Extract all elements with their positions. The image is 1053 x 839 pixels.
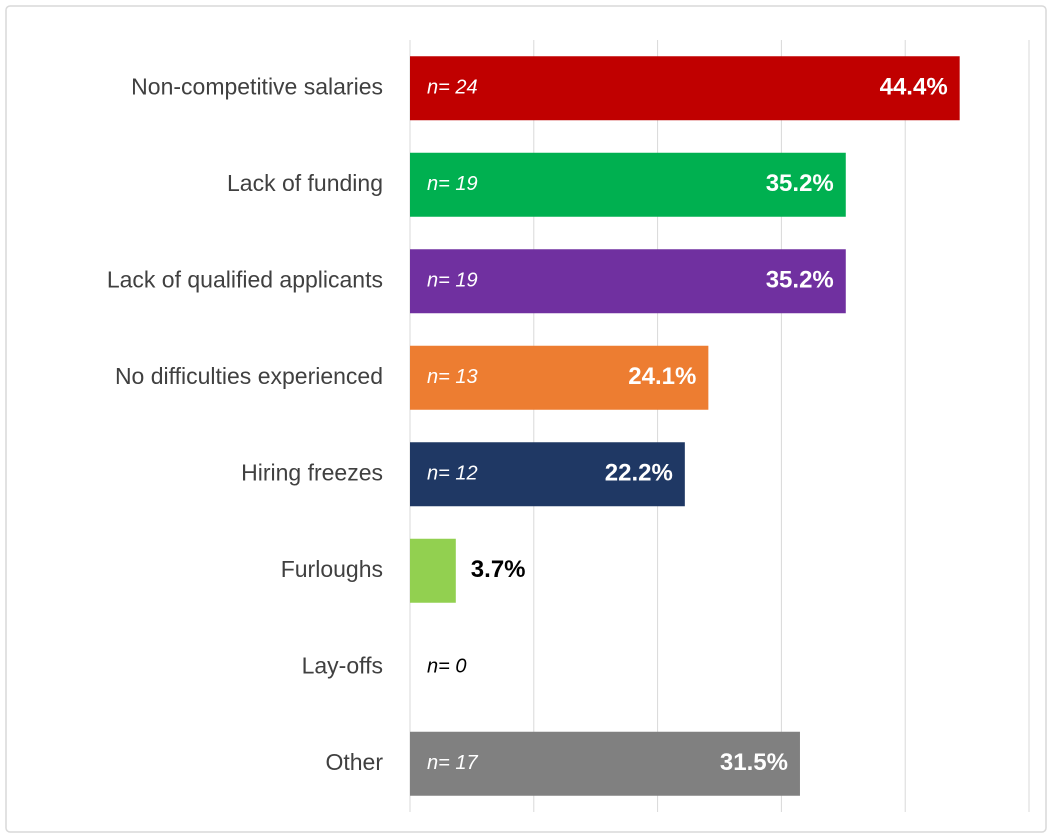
bar bbox=[410, 731, 800, 796]
bar bbox=[410, 56, 960, 121]
n-label: n= 0 bbox=[427, 656, 466, 678]
y-tick-label: Non-competitive salaries bbox=[131, 73, 383, 99]
bar bbox=[410, 442, 685, 507]
y-tick-label: Lack of qualified applicants bbox=[107, 266, 383, 292]
bar bbox=[410, 345, 709, 410]
chart-border bbox=[5, 5, 1047, 833]
n-label: n= 13 bbox=[427, 366, 478, 388]
value-label: 35.2% bbox=[766, 267, 834, 294]
n-label: n= 24 bbox=[427, 77, 478, 99]
bar bbox=[410, 152, 846, 217]
y-tick-label: No difficulties experienced bbox=[115, 363, 383, 389]
y-tick-label: Hiring freezes bbox=[241, 459, 383, 485]
value-label: 22.2% bbox=[605, 460, 673, 487]
n-label: n= 19 bbox=[427, 270, 478, 292]
y-tick-label: Lay-offs bbox=[302, 652, 383, 678]
n-label: n= 12 bbox=[427, 463, 478, 485]
n-label: n= 17 bbox=[427, 752, 478, 774]
y-tick-label: Lack of funding bbox=[227, 170, 383, 196]
value-label: 35.2% bbox=[766, 170, 834, 197]
value-label: 31.5% bbox=[720, 749, 788, 776]
y-tick-label: Other bbox=[325, 749, 383, 775]
n-label: n= 19 bbox=[427, 173, 478, 195]
value-label: 44.4% bbox=[880, 74, 948, 101]
value-label: 24.1% bbox=[628, 363, 696, 390]
y-tick-label: Furloughs bbox=[281, 556, 383, 582]
bar bbox=[410, 249, 846, 314]
value-label: 3.7% bbox=[471, 556, 526, 583]
bar bbox=[410, 538, 456, 603]
